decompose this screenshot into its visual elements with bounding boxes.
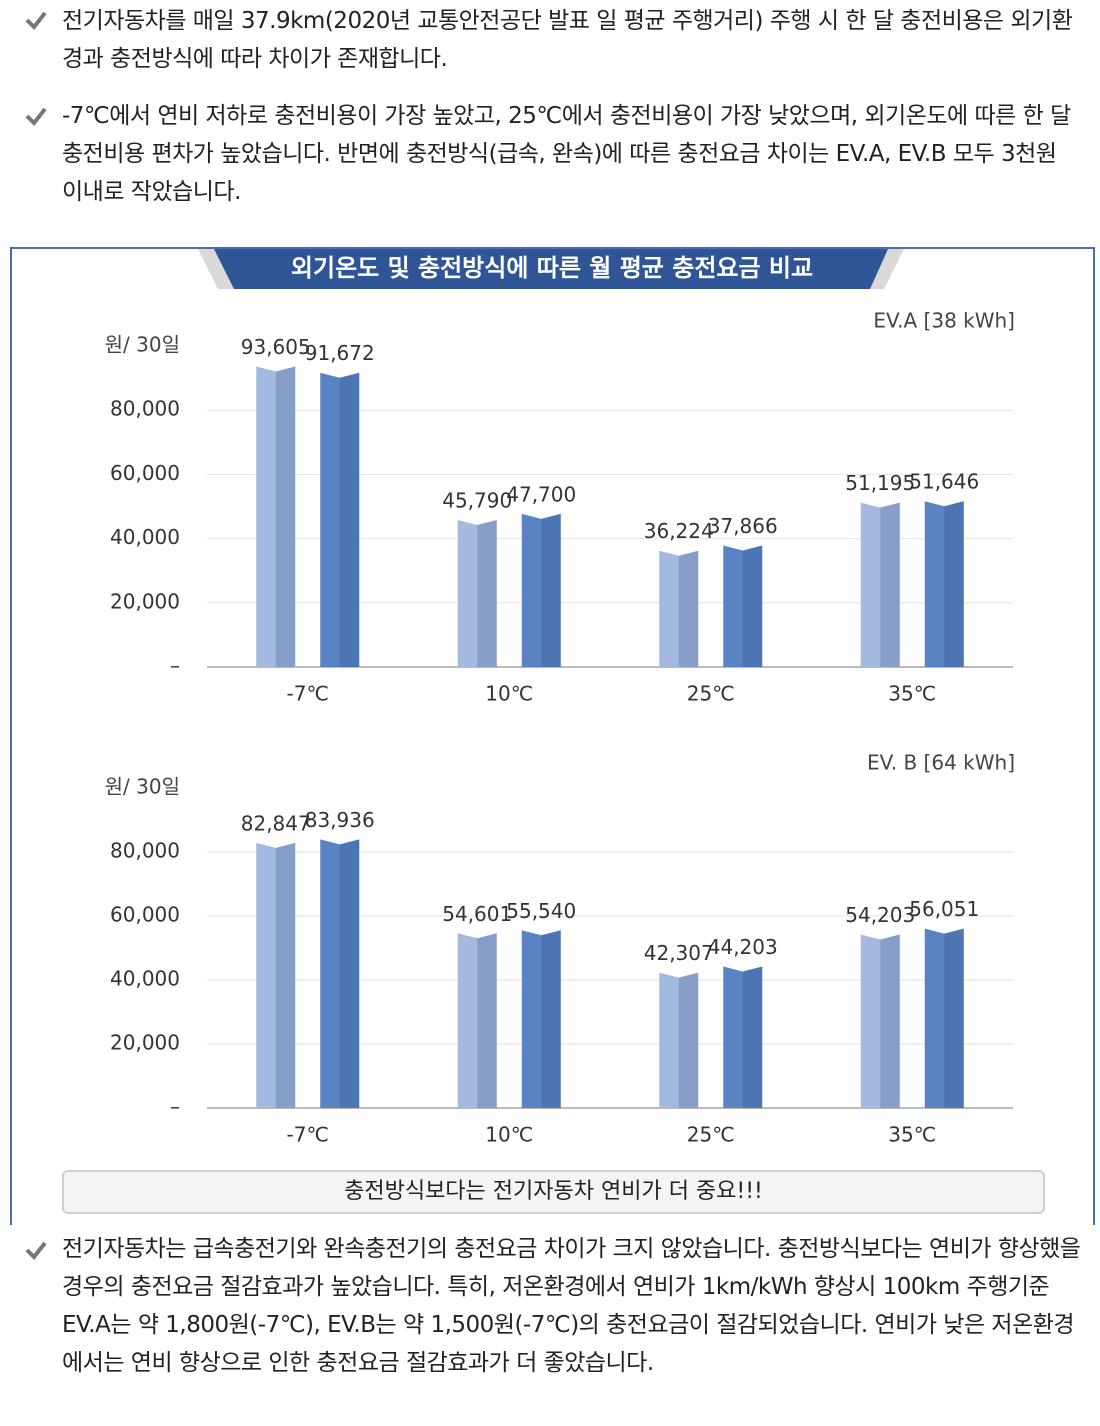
bar-shade [541,930,561,1108]
value-label: 54,203 [845,903,915,927]
bar [457,933,497,1108]
bar-shade [339,839,360,1108]
value-label: 55,540 [506,899,576,923]
bar [521,513,561,667]
y-tick-label: 80,000 [110,397,180,421]
value-label: 82,847 [241,811,311,835]
bar-shade [275,366,296,667]
bar-shade [275,842,296,1108]
bar [860,502,900,667]
bar [320,839,360,1108]
bar [256,366,296,667]
conclusion-text: 전기자동차는 급속충전기와 완속충전기의 충전요금 차이가 크지 않았습니다. … [62,1236,1081,1376]
y-tick-label: 20,000 [110,589,180,613]
chart-title: EV.A [38 kWh] [873,309,1015,333]
value-label: 47,700 [506,482,576,506]
value-label: 51,646 [909,470,979,494]
bar [924,928,964,1108]
bar-shade [477,933,497,1108]
check-icon [25,1241,47,1261]
intro-text: -7℃에서 연비 저하로 충전비용이 가장 높았고, 25℃에서 충전비용이 가… [62,103,1071,205]
bar [457,520,497,667]
value-label: 93,605 [241,335,311,359]
value-label: 91,672 [305,341,375,365]
y-axis-label: 원/ 30일 [105,333,180,357]
value-label: 51,195 [845,471,915,495]
bar [659,972,699,1108]
value-label: 36,224 [644,519,714,543]
chart-panel: 외기온도 및 충전방식에 따른 월 평균 충전요금 비교 EV.A [38 kW… [10,247,1095,1225]
value-label: 56,051 [909,897,979,921]
bar-shade [477,520,497,667]
y-tick-label: – [170,654,180,678]
value-label: 44,203 [708,935,778,959]
bar-shade [944,928,964,1108]
bar [924,501,964,667]
x-tick-label: 25℃ [687,1123,735,1147]
value-label: 37,866 [708,514,778,538]
x-tick-label: 35℃ [888,1123,936,1147]
x-tick-label: 10℃ [485,682,533,706]
bar-shade [339,372,360,667]
y-tick-label: 80,000 [110,839,180,863]
bar [320,372,360,667]
bar [860,934,900,1108]
banner [214,249,888,289]
bar [256,842,296,1108]
x-tick-label: 35℃ [888,682,936,706]
callout: 충전방식보다는 전기자동차 연비가 더 중요!!! [62,1170,1045,1214]
chart-heading: 외기온도 및 충전방식에 따른 월 평균 충전요금 비교 [291,254,813,282]
chart-title: EV. B [64 kWh] [867,751,1015,775]
x-tick-label: 10℃ [485,1123,533,1147]
y-tick-label: 40,000 [110,525,180,549]
value-label: 45,790 [442,489,512,513]
bar-shade [880,934,900,1108]
y-tick-label: 20,000 [110,1031,180,1055]
bar-shade [678,550,699,667]
x-tick-label: 25℃ [687,682,735,706]
y-tick-label: 60,000 [110,461,180,485]
bar [521,930,561,1108]
y-tick-label: – [170,1095,180,1119]
bar [723,545,763,667]
bar [659,550,699,667]
value-label: 54,601 [442,902,512,926]
panel-border [10,247,1095,1225]
intro-text: 전기자동차를 매일 37.9km(2020년 교통안전공단 발표 일 평균 주행… [62,8,1073,72]
value-label: 42,307 [644,941,714,965]
x-tick-label: -7℃ [287,1123,329,1147]
bar-shade [541,513,561,667]
y-axis-label: 원/ 30일 [105,775,180,799]
y-tick-label: 60,000 [110,903,180,927]
bar-shade [742,966,763,1108]
bar-shade [880,502,900,667]
bar-shade [742,545,763,667]
bar-shade [678,972,699,1108]
bar-shade [944,501,964,667]
check-icon [25,11,47,31]
y-tick-label: 40,000 [110,967,180,991]
bar [723,966,763,1108]
x-tick-label: -7℃ [287,682,329,706]
value-label: 83,936 [305,808,375,832]
check-icon [25,107,47,127]
